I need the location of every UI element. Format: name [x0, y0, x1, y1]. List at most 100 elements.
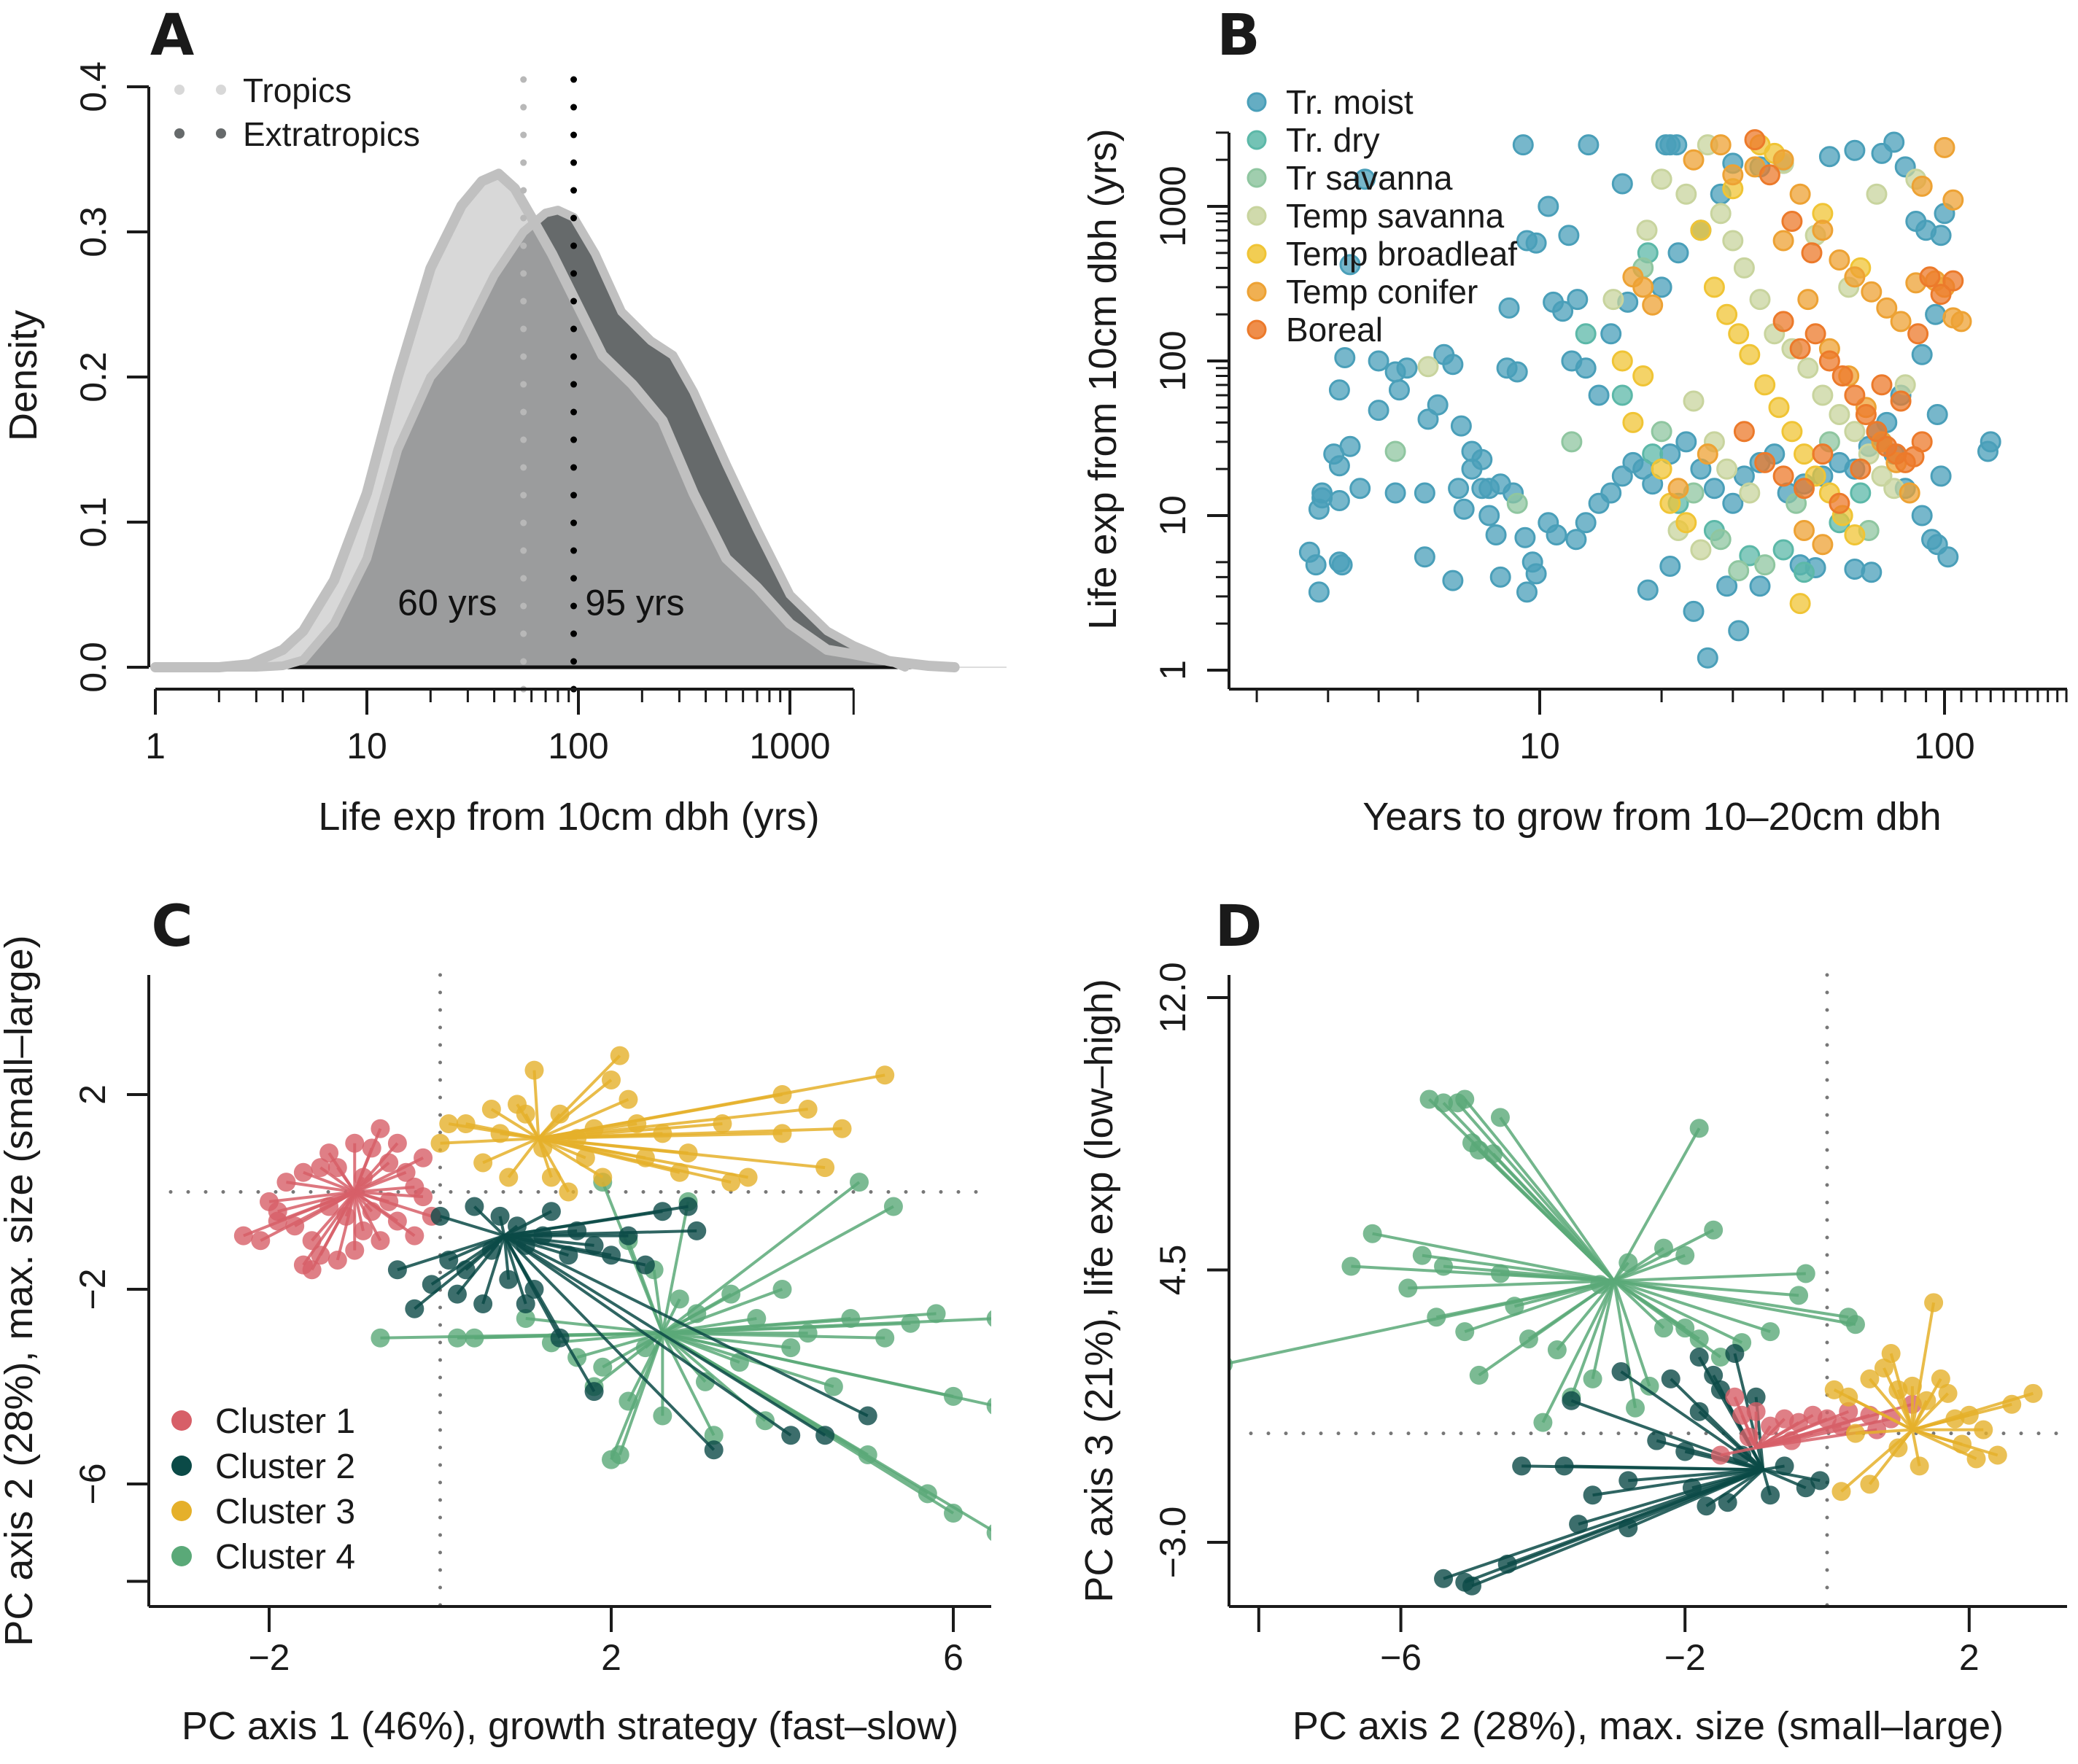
- spider-line: [1762, 1468, 1821, 1483]
- scatter-point: [1772, 311, 1794, 333]
- scatter-point: [1844, 384, 1866, 406]
- cluster-point: [1590, 1275, 1610, 1294]
- cluster-point: [456, 1114, 476, 1134]
- cluster-point: [1845, 1423, 1865, 1443]
- cluster-point: [584, 1382, 604, 1402]
- spider-line: [1422, 1254, 1615, 1283]
- cluster-point: [944, 1386, 963, 1406]
- spider-line: [538, 1097, 629, 1140]
- spider-line: [1541, 1280, 1616, 1423]
- cluster-point: [1455, 1322, 1475, 1342]
- cluster-point: [396, 1162, 416, 1182]
- cluster-point: [1902, 1376, 1922, 1396]
- cluster-point: [1362, 1224, 1382, 1243]
- cluster-point: [233, 1226, 253, 1246]
- spider-line: [1613, 1279, 1742, 1344]
- cluster-point: [1469, 1365, 1489, 1385]
- cluster-point: [567, 1129, 587, 1149]
- scatter-point: [1855, 404, 1877, 425]
- cluster-point: [602, 1246, 621, 1265]
- cluster-point: [371, 1231, 390, 1251]
- spider-line: [1705, 1468, 1764, 1507]
- scatter-point: [1512, 134, 1534, 156]
- cluster-point: [1710, 1445, 1730, 1465]
- cluster-point: [747, 1309, 767, 1329]
- cluster-point: [345, 1133, 365, 1153]
- cluster-point: [447, 1284, 467, 1304]
- scatter-point: [1552, 300, 1574, 322]
- spider-line: [503, 1234, 869, 1418]
- x-tick-label: 10: [346, 726, 387, 766]
- cluster-point: [1469, 1141, 1489, 1160]
- cluster-point: [499, 1270, 519, 1289]
- spider-line: [1855, 1428, 1913, 1435]
- cluster-point: [695, 1372, 715, 1391]
- legend-label: Cluster 4: [215, 1538, 355, 1577]
- spider-line: [662, 1332, 991, 1407]
- scatter-point: [1389, 379, 1410, 401]
- cluster-point: [1697, 1496, 1716, 1516]
- cluster-point: [1953, 1434, 1972, 1454]
- spider-line: [503, 1235, 596, 1393]
- spider-line: [503, 1235, 716, 1451]
- cluster-point: [473, 1153, 493, 1173]
- legend-dot: [1247, 281, 1267, 302]
- cluster-point: [1455, 1089, 1475, 1109]
- scatter-point: [1930, 284, 1952, 306]
- cluster-point: [1505, 1297, 1524, 1316]
- scatter-point: [1772, 230, 1794, 252]
- cluster-point: [704, 1440, 724, 1460]
- scatter-point: [1506, 492, 1528, 514]
- y-tick-label: 0.2: [73, 351, 114, 403]
- scatter-point: [1611, 384, 1633, 406]
- cluster-point: [559, 1182, 578, 1202]
- cluster-point: [901, 1313, 920, 1333]
- cluster-point: [1675, 1442, 1695, 1461]
- cluster-point: [516, 1309, 535, 1329]
- scatter-point: [1632, 276, 1654, 298]
- scatter-point: [1675, 183, 1697, 205]
- legend-label: Temp conifer: [1286, 273, 1478, 311]
- y-tick-label: 0.1: [73, 497, 114, 548]
- cluster-point: [1810, 1471, 1830, 1491]
- legend-dot: [171, 1456, 192, 1476]
- cluster-point: [516, 1104, 535, 1124]
- cluster-point: [559, 1246, 578, 1265]
- scatter-point: [1794, 478, 1815, 500]
- scatter-point: [1876, 297, 1898, 319]
- scatter-point: [1716, 303, 1738, 325]
- cluster-point: [371, 1328, 390, 1348]
- cluster-point: [1682, 1478, 1702, 1498]
- panel-a-density-plot: A 60 yrs 95 yrs 0.0 0.1 0.2 0.3 0.4 1 10 100 1000 Li…: [1, 3, 1007, 839]
- spider-line: [277, 1190, 355, 1223]
- legend-label: Tr savanna: [1286, 159, 1453, 197]
- scatter-point: [1759, 164, 1780, 186]
- cluster-point: [422, 1275, 441, 1294]
- cluster-point: [447, 1328, 467, 1348]
- y-axis-title: PC axis 3 (21%), life exp (low–high): [1077, 979, 1121, 1602]
- scatter-point: [1575, 512, 1597, 534]
- cluster-point: [986, 1310, 991, 1327]
- cluster-point: [1689, 1348, 1709, 1367]
- scatter-point: [1871, 374, 1893, 396]
- cluster-point: [584, 1235, 604, 1255]
- scatter-point: [1925, 303, 1947, 325]
- scatter-point: [1334, 347, 1356, 368]
- cluster-point: [1959, 1405, 1979, 1425]
- scatter-point: [1339, 254, 1361, 276]
- y-tick-label: 4.5: [1152, 1245, 1193, 1296]
- scatter-point: [1818, 350, 1840, 372]
- cluster-point: [1554, 1456, 1574, 1476]
- scatter-point: [1844, 524, 1866, 545]
- scatter-point: [1728, 560, 1750, 582]
- cluster-point: [405, 1299, 424, 1318]
- scatter-point: [1789, 183, 1811, 205]
- cluster-point: [1874, 1358, 1893, 1378]
- cluster-point: [541, 1202, 561, 1221]
- cluster-point: [302, 1231, 322, 1251]
- cluster-point: [944, 1504, 963, 1523]
- x-tick-label: −2: [248, 1637, 290, 1678]
- cluster-point: [293, 1162, 313, 1182]
- cluster-point: [1512, 1456, 1532, 1476]
- spider-line: [1628, 1468, 1764, 1483]
